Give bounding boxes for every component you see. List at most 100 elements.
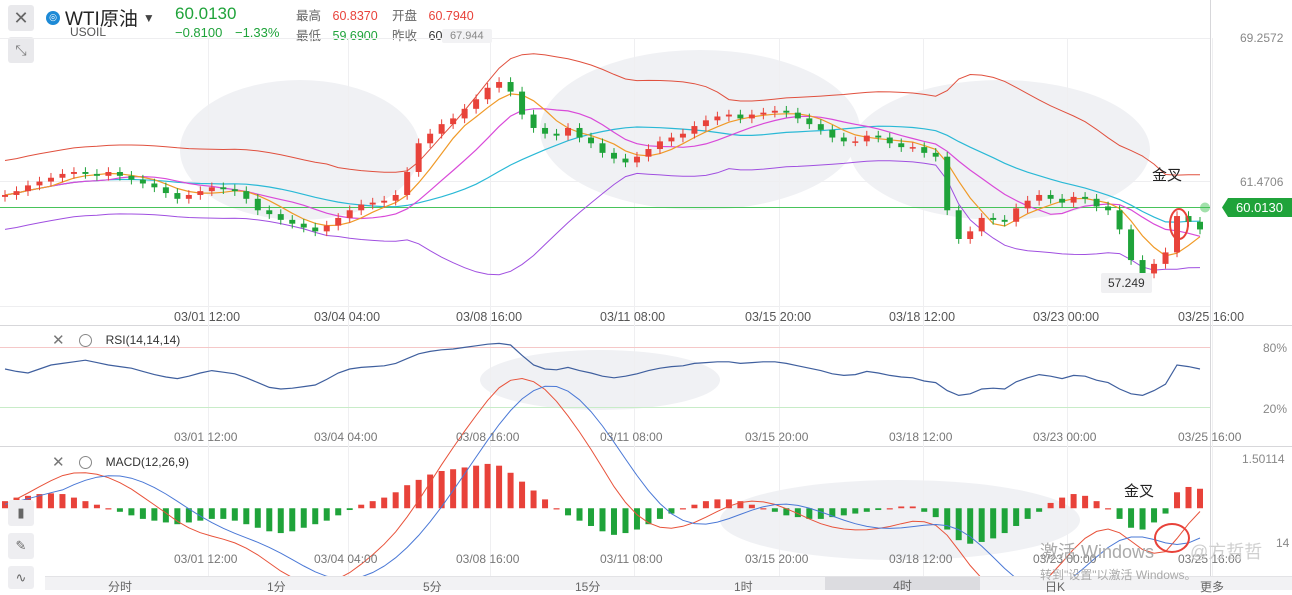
- x-tick-label: 03/23 00:00: [1033, 552, 1097, 566]
- candle-body: [967, 231, 974, 239]
- candle-body: [921, 147, 928, 153]
- macd-bar: [1082, 495, 1089, 509]
- candle-body: [656, 141, 663, 150]
- ma-long: [4, 125, 1201, 223]
- candle-tool-icon[interactable]: ▮: [8, 500, 34, 526]
- macd-header: ✕ MACD(12,26,9): [52, 453, 189, 471]
- candle-body: [679, 133, 686, 138]
- candle-body: [898, 143, 905, 148]
- tab-1min[interactable]: 1分: [267, 580, 286, 594]
- macd-bar: [1013, 508, 1020, 526]
- open-stat: 开盘 60.7940: [392, 5, 474, 24]
- x-tick-label: 03/23 00:00: [1033, 430, 1097, 444]
- macd-bar: [932, 508, 939, 518]
- macd-bar: [783, 508, 790, 516]
- tab-1hour[interactable]: 1时: [734, 580, 753, 594]
- candle-body: [231, 189, 238, 192]
- symbol-title[interactable]: ◎ WTI原油 ▼: [46, 4, 155, 31]
- candle-body: [151, 183, 158, 188]
- candle-body: [1174, 216, 1181, 253]
- candle-body: [1001, 219, 1008, 222]
- candle-body: [852, 141, 859, 143]
- macd-bar: [599, 508, 606, 532]
- candle-body: [392, 194, 399, 201]
- chevron-down-icon[interactable]: ▼: [142, 10, 155, 25]
- macd-bar: [1105, 508, 1112, 510]
- candle-body: [1036, 194, 1043, 201]
- macd-bar: [392, 492, 399, 509]
- candle-body: [277, 214, 284, 220]
- pencil-icon[interactable]: ✎: [8, 533, 34, 559]
- x-tick-label: 03/18 12:00: [889, 310, 956, 324]
- candle-body: [404, 172, 411, 195]
- rsi-settings-icon[interactable]: [78, 333, 92, 347]
- high-label: 最高: [296, 9, 322, 23]
- current-price-label: 60.0130: [1236, 200, 1283, 215]
- macd-bar: [1185, 486, 1192, 509]
- candle-body: [1105, 206, 1112, 211]
- background-map: [180, 50, 1150, 560]
- tab-more[interactable]: 更多: [1200, 580, 1225, 594]
- macd-bar: [1093, 501, 1100, 509]
- close-icon[interactable]: ✕: [8, 5, 34, 31]
- candle-body: [1139, 260, 1146, 274]
- tab-4hour[interactable]: 4时: [825, 577, 980, 593]
- x-tick-label: 03/04 04:00: [314, 552, 378, 566]
- candle-body: [932, 152, 939, 157]
- macd-bar: [1059, 497, 1066, 509]
- tab-fenshi[interactable]: 分时: [108, 580, 133, 594]
- candles: [2, 77, 1203, 279]
- macd-bar: [840, 508, 847, 516]
- activation-watermark: 激活 Windows: [1040, 542, 1155, 562]
- macd-bar: [714, 499, 721, 509]
- boll-upper: [4, 53, 1200, 176]
- macd-bar: [519, 481, 526, 509]
- line-tool-icon[interactable]: ∿: [8, 566, 34, 589]
- tab-5min[interactable]: 5分: [423, 580, 442, 594]
- candle-body: [530, 114, 537, 128]
- macd-bar: [610, 508, 617, 535]
- golden-cross-annotation-macd: 金叉: [1124, 483, 1155, 500]
- boll-lower: [4, 160, 1201, 276]
- macd-bar: [737, 501, 744, 509]
- macd-bar: [875, 508, 882, 511]
- x-tick-label: 03/18 12:00: [889, 552, 953, 566]
- x-tick-label: 03/04 04:00: [314, 310, 381, 324]
- macd-bar: [1151, 508, 1158, 523]
- x-tick-label: 03/08 16:00: [456, 552, 520, 566]
- macd-bar: [139, 508, 146, 519]
- macd-bar: [128, 508, 135, 516]
- usoil-logo-icon: ◎: [46, 10, 60, 25]
- macd-bar: [1139, 508, 1146, 530]
- macd-bar: [1162, 508, 1169, 514]
- candle-body: [645, 149, 652, 157]
- candle-body: [519, 91, 526, 115]
- macd-close-icon[interactable]: ✕: [52, 454, 65, 471]
- macd-settings-icon[interactable]: [78, 455, 92, 469]
- macd-bar: [312, 508, 319, 525]
- candle-body: [266, 210, 273, 215]
- candle-body: [312, 227, 319, 232]
- candle-body: [748, 114, 755, 119]
- macd-bar: [725, 499, 732, 509]
- macd-bar: [771, 508, 778, 512]
- candle-body: [783, 110, 790, 113]
- macd-bar: [542, 499, 549, 509]
- collapse-icon[interactable]: ⤡: [8, 37, 34, 63]
- candle-body: [496, 82, 503, 88]
- candle-body: [82, 172, 89, 174]
- min-price-label: 57.249: [1101, 273, 1152, 293]
- tab-15min[interactable]: 15分: [575, 580, 601, 594]
- macd-bar: [530, 490, 537, 509]
- candle-body: [450, 118, 457, 125]
- macd-bar: [691, 504, 698, 509]
- x-tick-label: 03/25 16:00: [1178, 430, 1242, 444]
- macd-bar: [645, 508, 652, 525]
- candle-body: [254, 198, 261, 211]
- macd-y-top: 1.50114: [1242, 452, 1285, 466]
- candle-body: [691, 126, 698, 134]
- main-grid: [0, 38, 1210, 307]
- change-value: −0.8100: [175, 25, 223, 40]
- rsi-close-icon[interactable]: ✕: [52, 332, 65, 349]
